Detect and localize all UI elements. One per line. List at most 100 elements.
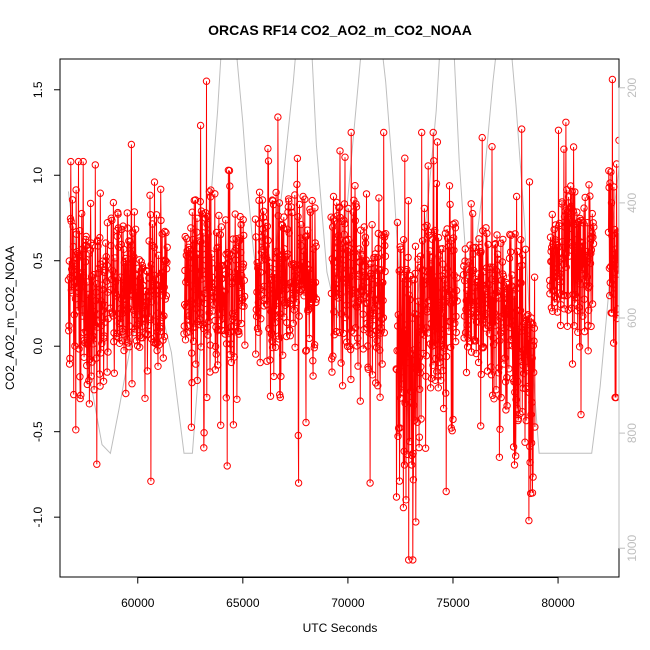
data-point [239, 260, 248, 268]
data-point [564, 193, 573, 201]
data-point [402, 338, 410, 346]
data-point [295, 312, 303, 320]
y-axis-label: CO2_AO2_m_CO2_NOAA [3, 246, 17, 390]
data-point [584, 321, 592, 329]
data-point [375, 266, 384, 274]
data-point [608, 75, 617, 84]
data-point [82, 327, 90, 335]
data-point [518, 261, 526, 269]
data-point [340, 216, 348, 224]
data-point [567, 182, 575, 190]
data-point [204, 212, 212, 221]
data-point [512, 452, 520, 460]
data-point [194, 250, 202, 259]
data-point [469, 209, 477, 218]
data-point [563, 186, 571, 194]
data-point [190, 241, 198, 249]
data-point [76, 373, 84, 381]
data-point [392, 365, 400, 373]
data-point [472, 297, 480, 306]
data-point [404, 253, 412, 262]
data-point [504, 280, 512, 289]
data-point [374, 244, 382, 253]
data-point [130, 328, 138, 337]
data-point [501, 354, 509, 362]
data-point [521, 245, 530, 254]
data-point [275, 199, 284, 207]
data-point [406, 295, 414, 304]
data-point [525, 178, 534, 186]
data-point [514, 414, 523, 423]
data-point [353, 342, 361, 350]
data-point [578, 265, 586, 274]
data-point [432, 286, 440, 294]
data-point [159, 336, 167, 344]
data-point [99, 306, 107, 314]
data-point [148, 298, 156, 306]
data-point [399, 236, 408, 244]
data-point [464, 330, 473, 338]
data-point [94, 242, 102, 250]
data-point [83, 278, 91, 286]
data-point [273, 296, 282, 305]
data-point [90, 386, 98, 394]
data-point [558, 198, 566, 206]
data-point [452, 328, 460, 337]
data-point [464, 274, 472, 282]
data-point [526, 458, 534, 467]
data-point [160, 283, 168, 291]
data-point [204, 264, 213, 273]
data-point [347, 375, 355, 384]
data-point [72, 186, 80, 194]
data-point [495, 294, 503, 302]
data-point [585, 282, 594, 290]
data-point [510, 378, 518, 386]
data-point [607, 168, 615, 176]
data-point [150, 243, 158, 252]
data-point [143, 297, 151, 306]
data-point [183, 329, 191, 337]
data-point [276, 391, 284, 399]
data-point [66, 214, 75, 223]
data-point [356, 397, 364, 405]
data-point [294, 479, 303, 487]
data-point [497, 393, 505, 402]
data-point [213, 327, 222, 335]
data-point [489, 341, 498, 349]
data-point [288, 208, 296, 217]
data-point [416, 385, 424, 393]
data-point [122, 389, 130, 398]
data-point [412, 518, 420, 526]
data-point [96, 233, 104, 242]
data-point [86, 246, 95, 254]
data-point [114, 210, 122, 218]
data-point [339, 329, 348, 338]
data-point [429, 339, 437, 347]
data-point [69, 222, 77, 231]
data-point [614, 230, 619, 239]
data-point [405, 291, 413, 299]
data-point [219, 302, 228, 311]
data-point [88, 241, 97, 250]
data-point [557, 267, 565, 275]
data-point [311, 278, 320, 287]
data-point [193, 376, 202, 385]
data-point [274, 212, 282, 220]
data-point [124, 339, 132, 347]
data-point [568, 360, 577, 368]
data-point [560, 145, 568, 153]
data-point [364, 342, 372, 350]
data-point [292, 298, 300, 307]
data-point [199, 229, 207, 237]
data-point [443, 293, 451, 301]
data-point [409, 556, 417, 564]
data-point [346, 267, 354, 275]
y2-tick-label: 400 [625, 193, 639, 213]
data-point [272, 260, 280, 268]
data-point [478, 133, 486, 142]
data-point [587, 249, 595, 258]
data-point [495, 364, 503, 372]
data-point [577, 216, 585, 225]
data-point [374, 229, 382, 238]
data-point [583, 273, 591, 281]
